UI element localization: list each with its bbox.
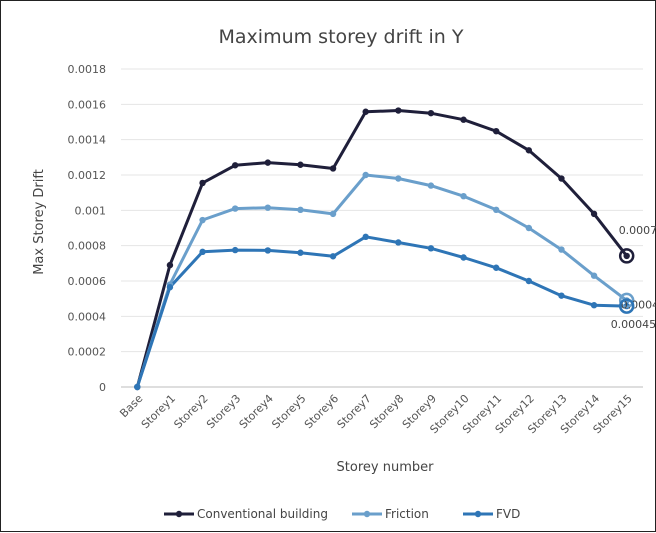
gridlines xyxy=(121,68,643,388)
data-point xyxy=(166,261,174,269)
legend-marker xyxy=(474,510,482,518)
data-point xyxy=(297,161,304,168)
x-tick-label: Base xyxy=(117,392,145,420)
data-point xyxy=(166,283,174,291)
x-tick-label: Storey4 xyxy=(237,392,276,431)
legend-label: Friction xyxy=(385,507,429,521)
series-line xyxy=(135,173,628,388)
data-label: 0.000742 xyxy=(619,224,656,237)
data-point xyxy=(199,248,206,256)
y-tick-label: 0.0018 xyxy=(68,63,107,76)
data-point xyxy=(199,216,206,224)
data-point xyxy=(231,162,239,169)
y-tick-label: 0.0004 xyxy=(68,310,107,323)
x-tick-label: Storey6 xyxy=(302,392,341,431)
y-tick-label: 0.0014 xyxy=(68,134,107,147)
x-tick-label: Storey1 xyxy=(139,392,178,431)
data-point xyxy=(395,107,402,114)
legend-label: FVD xyxy=(496,507,520,521)
x-tick-label: Storey5 xyxy=(269,392,308,431)
legend: Conventional building Friction FVD xyxy=(164,507,520,521)
series-line xyxy=(135,235,627,388)
data-point xyxy=(460,193,467,200)
data-point xyxy=(492,127,500,135)
legend-marker xyxy=(363,510,371,518)
highlight-ring xyxy=(618,248,635,264)
data-point xyxy=(525,224,533,232)
data-point xyxy=(525,277,533,285)
data-point xyxy=(231,246,239,254)
chart-title: Maximum storey drift in Y xyxy=(219,26,464,48)
series-line xyxy=(135,109,628,388)
data-point xyxy=(427,182,435,189)
data-point xyxy=(264,247,272,254)
data-point xyxy=(297,206,304,214)
data-point xyxy=(264,159,272,166)
data-point xyxy=(558,292,565,299)
data-point xyxy=(492,206,500,214)
data-point xyxy=(525,147,533,154)
data-point xyxy=(590,272,598,279)
data-point xyxy=(362,171,369,179)
legend-marker xyxy=(175,510,183,518)
data-point xyxy=(362,233,369,241)
data-point xyxy=(492,264,500,271)
highlight-ring xyxy=(618,292,635,309)
data-point xyxy=(460,116,467,123)
data-point xyxy=(395,175,402,182)
data-point xyxy=(623,252,630,260)
y-tick-label: 0 xyxy=(99,381,106,394)
data-point xyxy=(590,302,598,309)
data-labels: 0.000742 0.00049 0.000458 xyxy=(611,224,656,331)
x-axis-ticks: BaseStorey1Storey2Storey3Storey4Storey5S… xyxy=(117,392,635,436)
data-point xyxy=(231,205,239,212)
data-point xyxy=(427,245,435,252)
x-axis-label: Storey number xyxy=(337,460,435,475)
y-tick-label: 0.001 xyxy=(75,204,107,217)
x-tick-label: Storey7 xyxy=(334,392,373,431)
data-point xyxy=(329,165,337,172)
data-point xyxy=(329,210,337,218)
highlight-ring xyxy=(618,298,635,314)
data-point xyxy=(329,253,337,260)
series-group xyxy=(134,107,630,391)
data-point xyxy=(395,239,402,246)
data-point xyxy=(558,175,565,182)
data-label: 0.000458 xyxy=(611,318,656,331)
data-point xyxy=(590,210,598,218)
y-axis-label: Max Storey Drift xyxy=(32,169,47,275)
x-tick-label: Storey3 xyxy=(204,392,243,431)
y-axis-ticks: 0 0.0002 0.0004 0.0006 0.0008 0.001 0.0012 0.00… xyxy=(68,63,107,394)
x-tick-label: Storey2 xyxy=(171,392,210,431)
data-point xyxy=(460,254,467,261)
data-point xyxy=(427,109,435,117)
data-point xyxy=(297,249,304,256)
data-point xyxy=(199,179,206,187)
data-point xyxy=(558,246,565,253)
data-point xyxy=(264,204,272,211)
y-tick-label: 0.0008 xyxy=(68,240,107,253)
y-tick-label: 0.0006 xyxy=(68,275,107,288)
data-point xyxy=(134,383,141,391)
x-tick-label: Storey8 xyxy=(367,392,406,431)
legend-label: Conventional building xyxy=(197,507,328,521)
y-tick-label: 0.0012 xyxy=(68,169,107,182)
data-label: 0.00049 xyxy=(621,298,656,311)
data-point xyxy=(362,108,369,115)
y-tick-label: 0.0002 xyxy=(68,346,107,359)
y-tick-label: 0.0016 xyxy=(68,98,107,111)
